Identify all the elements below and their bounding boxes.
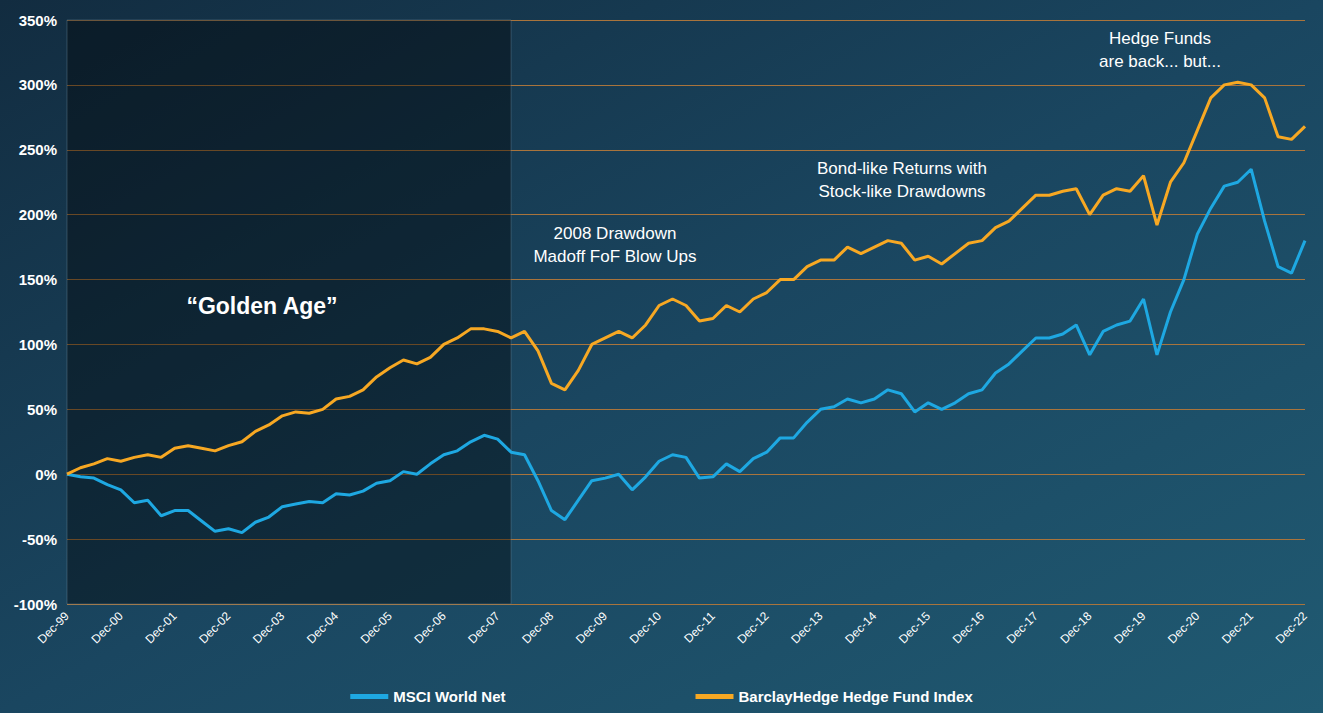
svg-text:Dec-08: Dec-08 [519, 609, 556, 646]
svg-text:Dec-09: Dec-09 [573, 609, 610, 646]
svg-text:are back... but...: are back... but... [1099, 52, 1221, 71]
svg-text:Dec-18: Dec-18 [1057, 609, 1094, 646]
svg-text:Dec-03: Dec-03 [250, 609, 287, 646]
svg-text:Dec-06: Dec-06 [412, 609, 449, 646]
svg-text:Bond-like Returns with: Bond-like Returns with [817, 159, 987, 178]
svg-text:0%: 0% [35, 466, 57, 483]
svg-text:Dec-10: Dec-10 [627, 609, 664, 646]
svg-text:Dec-15: Dec-15 [896, 609, 933, 646]
svg-text:200%: 200% [19, 206, 57, 223]
svg-text:50%: 50% [27, 401, 57, 418]
svg-text:Dec-05: Dec-05 [358, 609, 395, 646]
svg-text:Dec-16: Dec-16 [950, 609, 987, 646]
svg-text:Dec-99: Dec-99 [35, 609, 72, 646]
svg-text:Dec-20: Dec-20 [1165, 609, 1202, 646]
svg-text:-50%: -50% [22, 531, 57, 548]
svg-text:Dec-00: Dec-00 [89, 609, 126, 646]
svg-text:Dec-22: Dec-22 [1273, 609, 1310, 646]
svg-text:Dec-21: Dec-21 [1219, 609, 1256, 646]
svg-text:Dec-07: Dec-07 [465, 609, 502, 646]
svg-text:Stock-like Drawdowns: Stock-like Drawdowns [818, 182, 985, 201]
svg-text:250%: 250% [19, 141, 57, 158]
svg-text:Dec-13: Dec-13 [788, 609, 825, 646]
svg-text:100%: 100% [19, 336, 57, 353]
svg-text:300%: 300% [19, 76, 57, 93]
svg-text:Dec-01: Dec-01 [142, 609, 179, 646]
svg-text:Dec-14: Dec-14 [842, 609, 879, 646]
svg-text:2008 Drawdown: 2008 Drawdown [554, 224, 677, 243]
svg-text:Dec-04: Dec-04 [304, 609, 341, 646]
svg-text:Dec-02: Dec-02 [196, 609, 233, 646]
svg-text:Hedge Funds: Hedge Funds [1109, 29, 1211, 48]
svg-text:MSCI World Net: MSCI World Net [393, 688, 505, 705]
svg-text:-100%: -100% [14, 596, 57, 613]
svg-text:150%: 150% [19, 271, 57, 288]
svg-text:Dec-17: Dec-17 [1004, 609, 1041, 646]
svg-text:350%: 350% [19, 12, 57, 29]
svg-text:Dec-19: Dec-19 [1111, 609, 1148, 646]
svg-text:Madoff FoF Blow Ups: Madoff FoF Blow Ups [533, 247, 696, 266]
svg-text:Dec-11: Dec-11 [681, 609, 718, 646]
svg-text:Dec-12: Dec-12 [734, 609, 771, 646]
svg-text:BarclayHedge Hedge Fund Index: BarclayHedge Hedge Fund Index [739, 688, 974, 705]
svg-text:“Golden Age”: “Golden Age” [186, 293, 337, 319]
